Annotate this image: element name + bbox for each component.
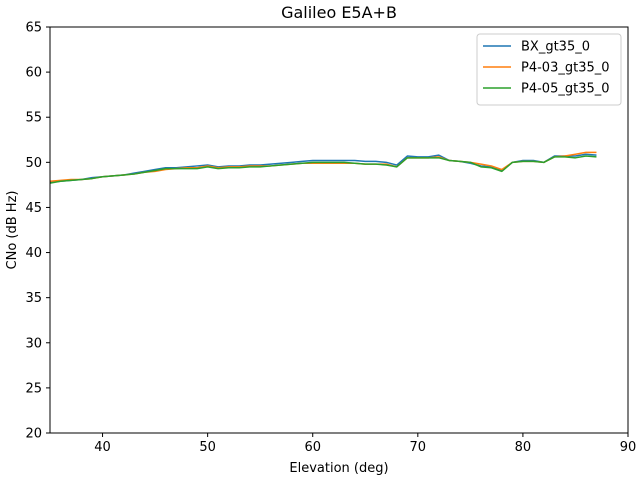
y-tick-label: 65: [25, 21, 42, 36]
series-layer: [49, 151, 597, 184]
x-axis-label: Elevation (deg): [289, 461, 388, 476]
x-axis: 40 50 60 70 80 90: [94, 433, 636, 455]
y-tick-label: 55: [25, 111, 42, 126]
y-tick-label: 40: [25, 246, 42, 261]
chart-title: Galileo E5A+B: [281, 3, 397, 22]
y-tick-label: 35: [25, 291, 42, 306]
series-line-2: [49, 155, 597, 184]
series-line-1: [49, 151, 597, 183]
legend-entry-label: P4-03_gt35_0: [521, 61, 610, 76]
series-line-0: [49, 153, 597, 183]
y-tick-label: 45: [25, 201, 42, 216]
x-tick-label: 40: [94, 440, 111, 455]
y-axis: 20 25 30 35 40 45 50 55 60 65: [25, 21, 50, 442]
x-tick-label: 90: [620, 440, 637, 455]
x-tick-label: 80: [515, 440, 532, 455]
legend: BX_gt35_0 P4-03_gt35_0 P4-05_gt35_0: [476, 33, 622, 106]
y-tick-label: 25: [25, 381, 42, 396]
y-tick-label: 60: [25, 66, 42, 81]
legend-box: [476, 33, 622, 106]
y-tick-label: 20: [25, 427, 42, 442]
y-tick-label: 30: [25, 336, 42, 351]
legend-entry-label: P4-05_gt35_0: [521, 82, 610, 97]
x-tick-label: 60: [304, 440, 321, 455]
legend-entry-label: BX_gt35_0: [521, 40, 590, 55]
plot-frame: [49, 26, 629, 434]
y-tick-label: 50: [25, 156, 42, 171]
y-axis-label: CNo (dB Hz): [5, 191, 20, 270]
x-tick-label: 70: [410, 440, 427, 455]
x-tick-label: 50: [199, 440, 216, 455]
